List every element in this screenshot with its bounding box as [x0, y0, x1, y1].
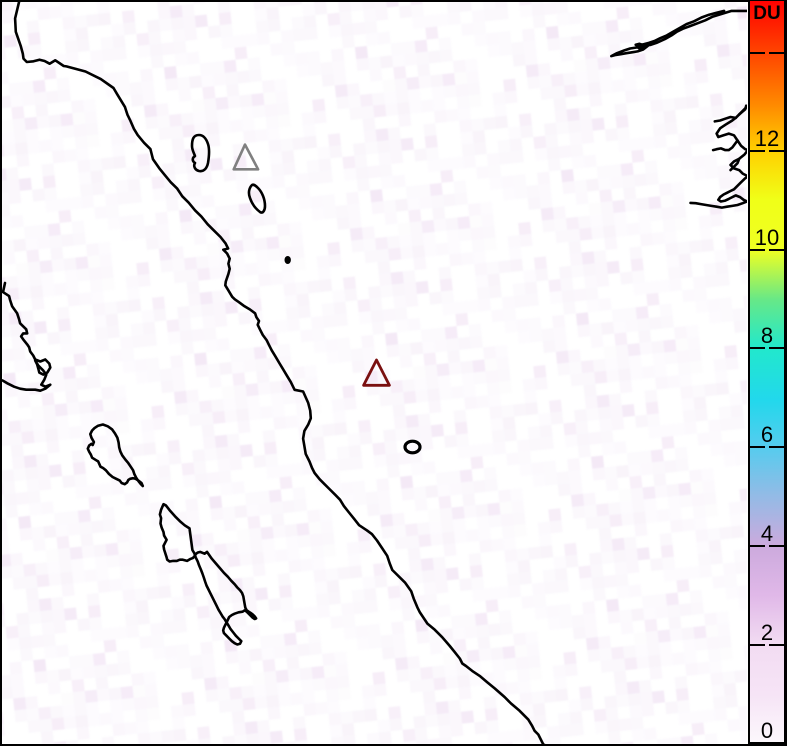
svg-text:0: 0 [761, 718, 773, 743]
svg-text:DU: DU [753, 3, 780, 24]
svg-text:10: 10 [755, 225, 779, 250]
svg-text:6: 6 [761, 422, 773, 447]
svg-text:12: 12 [755, 126, 779, 151]
svg-text:8: 8 [761, 323, 773, 348]
svg-text:2: 2 [761, 620, 773, 645]
svg-text:4: 4 [761, 521, 773, 546]
